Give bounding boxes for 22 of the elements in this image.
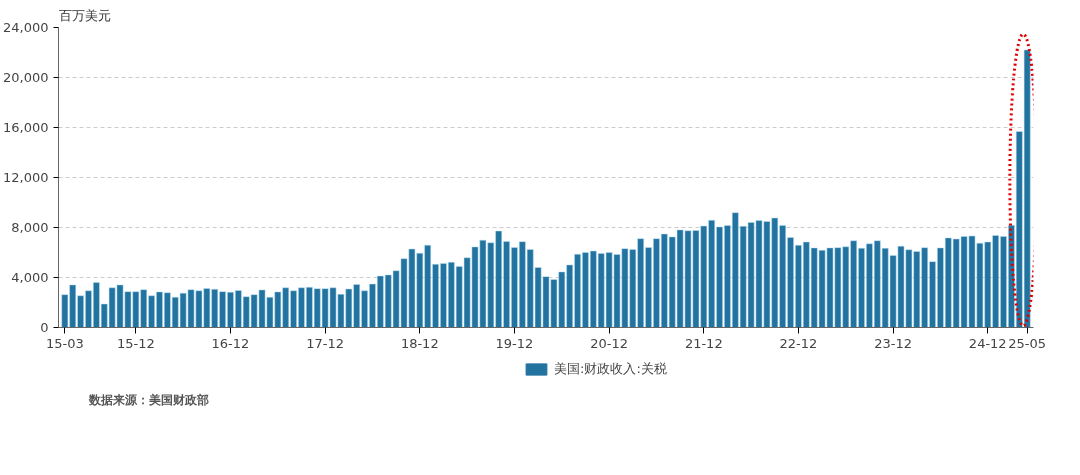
x-tick-label: 20-12 — [590, 335, 628, 351]
x-tick-label: 19-12 — [495, 335, 534, 351]
x-tick-label: 16-12 — [211, 335, 250, 351]
y-axis-title: 百万美元 — [58, 7, 111, 23]
x-tick-label: 17-12 — [306, 335, 345, 351]
y-tick-label: 4,000 — [11, 270, 49, 285]
x-tick-label: 25-05 — [1008, 335, 1047, 351]
x-tick-label: 23-12 — [874, 335, 912, 351]
y-tick-label: 12,000 — [3, 170, 49, 185]
y-tick-label: 8,000 — [11, 220, 49, 235]
y-tick-label: 20,000 — [3, 70, 49, 85]
legend-label: 美国:财政收入:关税 — [554, 360, 667, 378]
y-tick-label: 16,000 — [3, 120, 49, 135]
x-tick-label: 15-03 — [45, 335, 84, 351]
x-tick-label: 18-12 — [400, 335, 439, 351]
x-tick-label: 24-12 — [968, 335, 1007, 351]
x-tick-label: 22-12 — [779, 335, 818, 351]
source-note: 数据来源：美国财政部 — [87, 392, 209, 407]
x-tick-label: 21-12 — [684, 335, 723, 351]
y-tick-label: 24,000 — [3, 20, 49, 35]
y-tick-label: 0 — [40, 320, 49, 335]
x-tick-label: 15-12 — [116, 335, 155, 351]
